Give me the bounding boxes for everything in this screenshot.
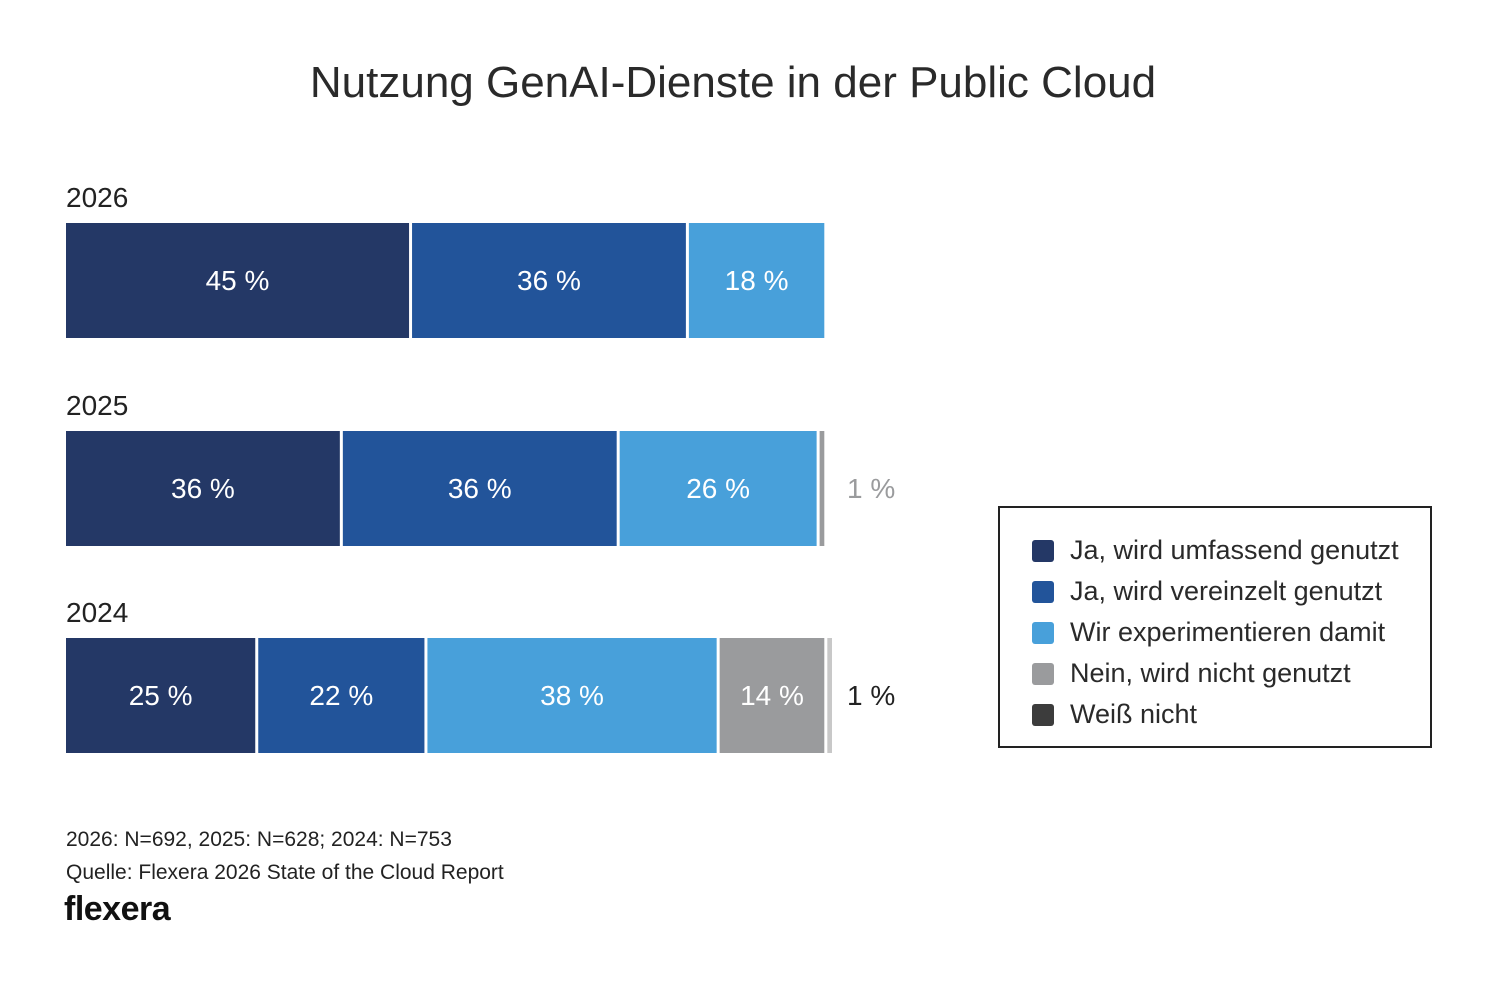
data-label: 1 % (847, 473, 895, 504)
bar-segment (619, 431, 817, 546)
legend-swatch (1032, 621, 1054, 644)
bar-segment (66, 431, 340, 546)
bar-segment (66, 223, 410, 338)
bar-segment (719, 638, 825, 753)
bar-segment (412, 223, 686, 338)
legend-label: Ja, wird vereinzelt genutzt (1070, 576, 1383, 606)
legend-swatch (1032, 662, 1054, 685)
bar-segment (66, 638, 256, 753)
legend-item: Nein, wird nicht genutzt (1032, 653, 1430, 694)
bar-segment (819, 431, 825, 546)
flexera-logo: flexera (64, 890, 171, 928)
bar-segment (342, 431, 617, 546)
legend: Ja, wird umfassend genutzt Ja, wird verei… (998, 506, 1432, 748)
source-note: Quelle: Flexera 2026 State of the Cloud … (66, 861, 504, 884)
legend-swatch (1032, 539, 1054, 562)
bar-segment (827, 638, 832, 753)
legend-item: Weiß nicht (1032, 694, 1430, 735)
data-label: 26 % (686, 473, 750, 504)
bar-segment (427, 638, 717, 753)
legend-item: Ja, wird umfassend genutzt (1032, 530, 1430, 571)
legend-swatch (1032, 580, 1054, 603)
legend-item: Ja, wird vereinzelt genutzt (1032, 571, 1430, 612)
data-label: 25 % (129, 680, 193, 711)
year-label: 2025 (66, 390, 128, 421)
data-label: 38 % (540, 680, 604, 711)
chart-title: Nutzung GenAI-Dienste in der Public Clou… (309, 58, 1157, 107)
legend-label: Ja, wird umfassend genutzt (1070, 535, 1399, 565)
legend-item: Wir experimentieren damit (1032, 612, 1430, 653)
data-label: 36 % (171, 473, 235, 504)
legend-label: Weiß nicht (1070, 699, 1198, 729)
data-label: 22 % (309, 680, 373, 711)
legend-swatch (1032, 703, 1054, 726)
data-label: 14 % (740, 680, 804, 711)
data-label: 45 % (206, 265, 270, 296)
legend-label: Nein, wird nicht genutzt (1070, 658, 1351, 688)
data-label: 1 % (847, 680, 895, 711)
year-label: 2026 (66, 182, 128, 213)
bar-segment (688, 223, 825, 338)
bar-segment (258, 638, 425, 753)
data-label: 36 % (517, 265, 581, 296)
sample-note: 2026: N=692, 2025: N=628; 2024: N=753 (66, 828, 452, 851)
data-label: 36 % (448, 473, 512, 504)
legend-label: Wir experimentieren damit (1070, 617, 1386, 647)
data-label: 18 % (725, 265, 789, 296)
year-label: 2024 (66, 597, 128, 628)
